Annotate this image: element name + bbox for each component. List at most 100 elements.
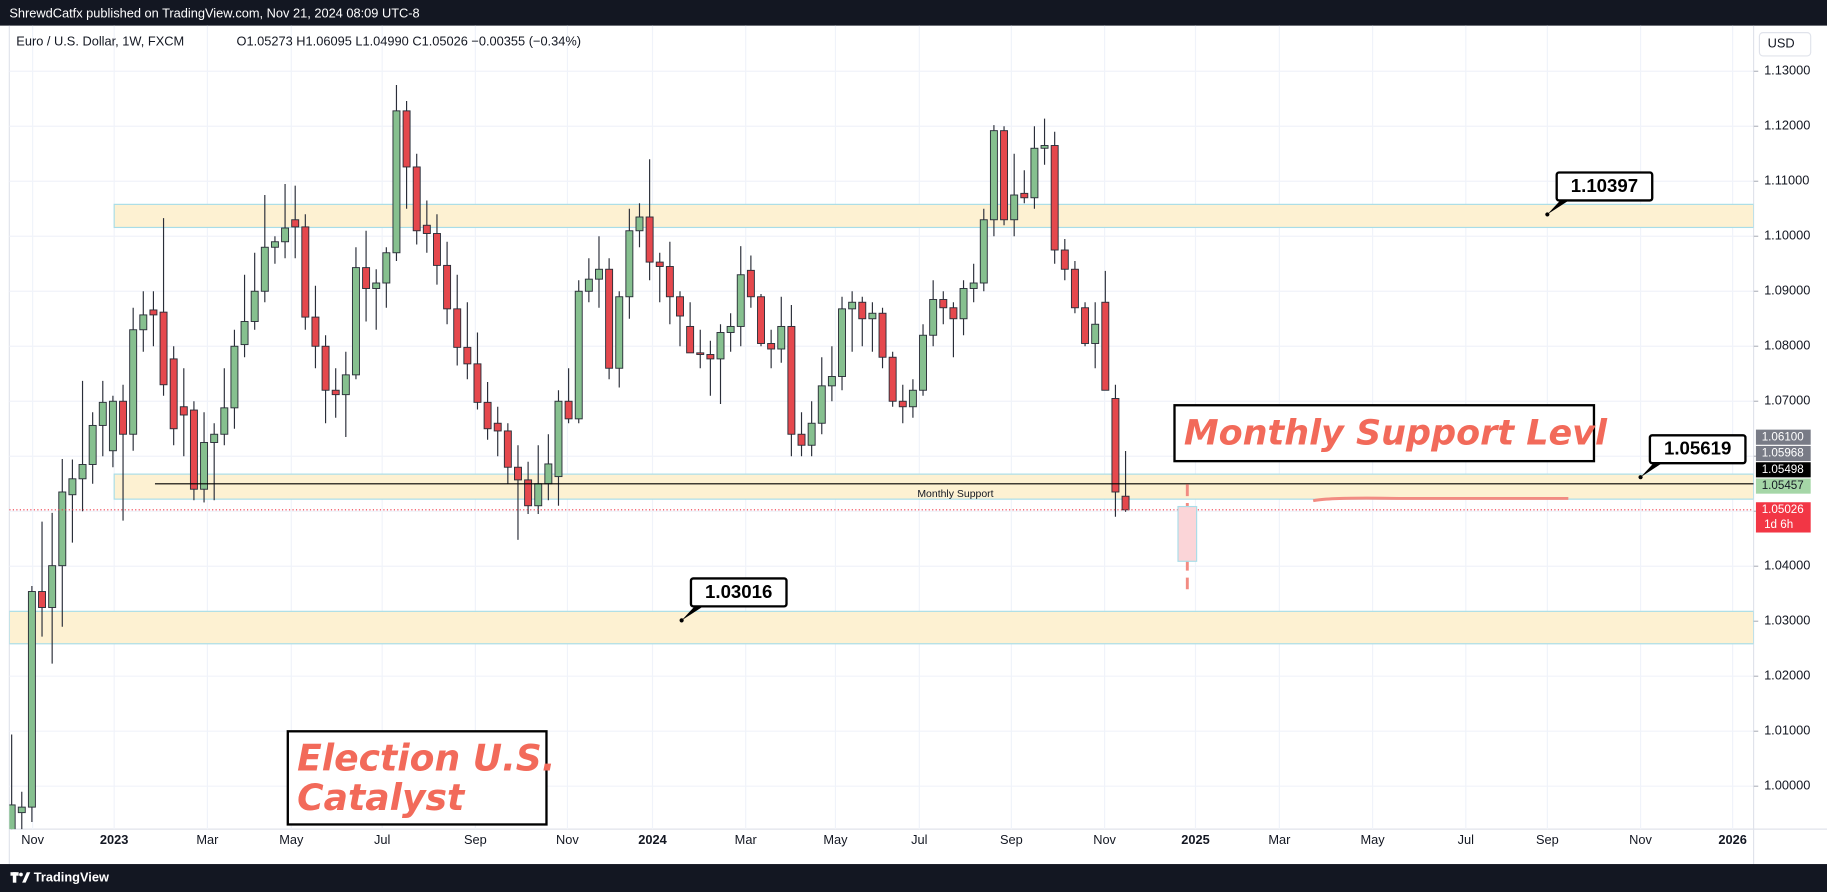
candle-body <box>1030 147 1039 199</box>
candle-body <box>655 261 664 267</box>
candle-body <box>736 274 745 327</box>
candle-body <box>210 433 219 443</box>
ohlc: O1.05273 H1.06095 L1.04990 C1.05026 −0.0… <box>237 33 581 48</box>
symbol: Euro / U.S. Dollar, 1W, FXCM <box>16 33 184 48</box>
candle-body <box>433 233 441 266</box>
candle-body <box>787 325 796 435</box>
price-tag-label: 1.05498 <box>1762 463 1804 476</box>
callout-box <box>1648 434 1747 465</box>
candle-body <box>746 269 755 298</box>
candle-body <box>189 409 198 490</box>
candle-body <box>98 401 107 426</box>
election-text: Catalyst <box>297 776 466 819</box>
candle-body <box>362 267 371 289</box>
candle-body <box>1040 145 1049 149</box>
x-tick-label: May <box>823 832 848 847</box>
candle-body <box>706 354 715 360</box>
candles: Monthly Support <box>9 85 1754 830</box>
x-tick-label: May <box>1360 832 1385 847</box>
candle-body <box>696 352 705 355</box>
candle-body <box>929 299 938 336</box>
candle-body <box>159 311 168 386</box>
candle-body <box>58 491 67 567</box>
candle-body <box>807 422 816 446</box>
candle-body <box>989 130 998 221</box>
brand: TradingView <box>34 869 109 884</box>
candle-body <box>797 433 806 446</box>
callout-label: 1.10397 <box>1571 175 1638 196</box>
candle-body <box>625 230 634 298</box>
y-tick-label: 1.02000 <box>1764 668 1810 683</box>
candle-body <box>220 407 229 435</box>
callout-anchor <box>679 618 684 623</box>
candle-body <box>1000 130 1009 221</box>
publisher: ShrewdCatfx published on TradingView.com… <box>9 5 419 20</box>
x-tick-label: Nov <box>556 832 579 847</box>
candle-body <box>959 288 968 320</box>
candle-body <box>230 345 239 409</box>
support-line-label: Monthly Support <box>917 489 993 500</box>
candle-body <box>149 309 158 316</box>
price-tag-label: 1.05968 <box>1762 447 1804 460</box>
candle-body <box>665 266 674 298</box>
x-tick-label: May <box>279 832 304 847</box>
x-tick-label: Sep <box>464 832 487 847</box>
candle-body <box>463 346 472 365</box>
y-tick-label: 1.08000 <box>1764 338 1810 353</box>
drawn-curve <box>1312 496 1569 503</box>
candle-body <box>878 312 887 358</box>
price-tag-label: 1.05457 <box>1762 479 1804 492</box>
y-tick-label: 1.01000 <box>1764 723 1810 738</box>
x-tick-label: 2024 <box>638 832 667 847</box>
x-tick-label: Sep <box>1536 832 1559 847</box>
zone <box>113 203 1754 229</box>
candle-body <box>767 343 776 350</box>
candle-body <box>949 307 958 320</box>
candle-body <box>838 308 846 377</box>
price-tag <box>1755 445 1811 462</box>
candle-body <box>848 301 857 310</box>
candle-body <box>68 478 77 496</box>
y-tick-label: 1.10000 <box>1764 228 1810 243</box>
candle-body <box>1081 307 1090 344</box>
callout-label: 1.05619 <box>1664 438 1731 459</box>
currency: USD <box>1768 36 1795 51</box>
candle-body <box>382 252 391 284</box>
candle-body <box>524 479 533 507</box>
candle-body <box>240 321 249 346</box>
candle-body <box>88 424 97 465</box>
candle-body <box>554 400 563 478</box>
candle-body <box>1091 323 1100 344</box>
candle-body <box>291 219 300 228</box>
candle-body <box>1010 194 1019 221</box>
candle-body <box>726 325 735 333</box>
candle-body <box>584 278 593 292</box>
candle-body <box>270 241 279 248</box>
price-tag <box>1755 429 1811 445</box>
currency-box[interactable] <box>1758 32 1812 57</box>
candle-body <box>473 363 482 403</box>
price-tag <box>1755 478 1811 494</box>
x-tick-label: Mar <box>196 832 219 847</box>
candle-body <box>422 224 431 234</box>
price-tag <box>1755 462 1811 478</box>
price-tag-label: 1.05026 <box>1762 503 1804 516</box>
x-tick-label: 2025 <box>1181 832 1209 847</box>
candle-body <box>1060 249 1069 270</box>
candle-body <box>493 422 502 432</box>
price-tag-sublabel: 1d 6h <box>1764 518 1793 531</box>
candle-body <box>868 312 877 320</box>
y-tick-label: 1.07000 <box>1764 393 1810 408</box>
candle-body <box>645 216 654 263</box>
candle-body <box>119 400 128 435</box>
candle-body <box>969 282 978 289</box>
y-tick-label: 1.04000 <box>1764 558 1810 573</box>
x-tick-label: Nov <box>1629 832 1652 847</box>
candle-body <box>250 290 259 322</box>
callout-pointer <box>1640 462 1664 478</box>
brand-logo <box>10 872 31 883</box>
x-tick-label: Sep <box>1000 832 1023 847</box>
candle-body <box>615 296 624 369</box>
candle-body <box>301 226 310 318</box>
candle-body <box>179 406 188 416</box>
